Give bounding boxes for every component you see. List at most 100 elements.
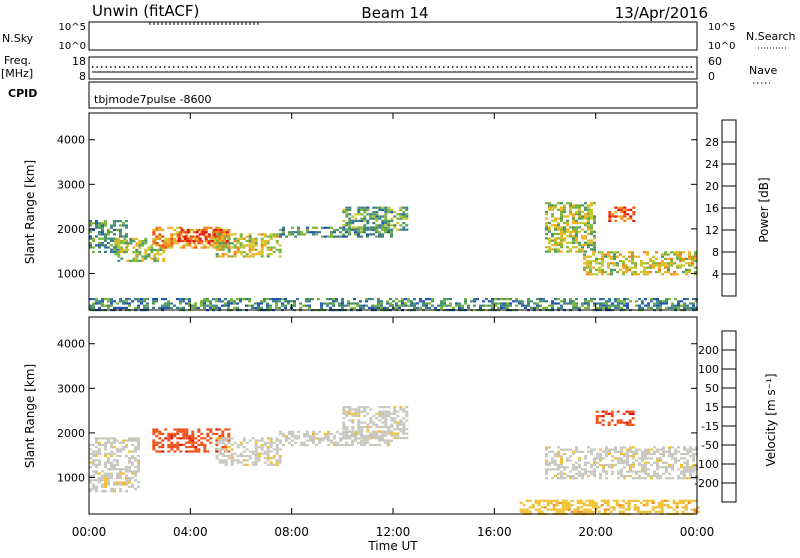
- data-cell: [104, 485, 107, 488]
- data-cell: [116, 220, 119, 223]
- data-cell: [173, 446, 177, 449]
- data-cell: [599, 306, 602, 309]
- data-cell: [575, 246, 578, 249]
- data-cell: [224, 448, 228, 451]
- data-cell: [357, 441, 360, 444]
- data-cell: [236, 461, 240, 464]
- data-cell: [398, 306, 401, 309]
- data-cell: [345, 430, 348, 433]
- data-cell: [659, 474, 662, 478]
- data-cell: [366, 441, 369, 444]
- data-cell: [153, 255, 157, 258]
- data-cell: [381, 226, 385, 229]
- data-cell: [354, 219, 358, 222]
- data-cell: [248, 298, 251, 301]
- data-cell: [683, 470, 686, 473]
- data-cell: [629, 463, 632, 467]
- data-cell: [342, 417, 346, 420]
- data-cell: [584, 215, 587, 218]
- data-cell: [671, 446, 674, 449]
- data-cell: [545, 461, 548, 464]
- data-band: [89, 220, 128, 253]
- data-cell: [230, 246, 234, 249]
- data-cell: [617, 470, 620, 473]
- data-cell: [351, 443, 354, 447]
- data-cell: [633, 508, 637, 511]
- data-cell: [336, 430, 339, 433]
- data-cell: [278, 448, 282, 451]
- data-cell: [679, 260, 682, 263]
- data-cell: [113, 222, 116, 225]
- data-cell: [381, 233, 384, 236]
- data-cell: [248, 237, 252, 240]
- data-cell: [116, 439, 119, 442]
- data-cell: [137, 459, 140, 462]
- data-cell: [155, 428, 159, 431]
- data-cell: [616, 264, 619, 267]
- data-cell: [156, 259, 160, 262]
- velocity-data-layer: [89, 406, 700, 516]
- data-cell: [570, 504, 574, 507]
- data-cell: [248, 244, 252, 247]
- data-cell: [667, 264, 670, 267]
- data-cell: [345, 235, 348, 238]
- data-cell: [476, 298, 479, 301]
- nsearch-label: N.Search: [746, 30, 796, 43]
- data-cell: [596, 466, 599, 469]
- data-cell: [563, 302, 566, 305]
- data-cell: [566, 221, 569, 225]
- data-cell: [572, 474, 575, 478]
- data-cell: [664, 264, 667, 267]
- data-cell: [659, 448, 662, 451]
- data-cell: [377, 300, 380, 303]
- data-cell: [144, 237, 148, 240]
- data-cell: [671, 463, 674, 467]
- data-cell: [375, 423, 379, 426]
- data-cell: [381, 421, 385, 424]
- data-cell: [686, 450, 689, 453]
- data-cell: [587, 450, 590, 453]
- data-cell: [182, 437, 186, 440]
- data-cell: [572, 235, 575, 238]
- data-cell: [668, 452, 671, 456]
- data-cell: [98, 441, 101, 444]
- data-cell: [650, 298, 653, 301]
- data-cell: [396, 217, 400, 220]
- data-cell: [621, 504, 625, 507]
- data-cell: [528, 510, 532, 513]
- data-cell: [407, 300, 410, 303]
- data-cell: [152, 300, 155, 303]
- data-cell: [572, 246, 575, 249]
- data-cell: [119, 472, 122, 475]
- data-cell: [560, 300, 563, 303]
- data-cell: [402, 206, 406, 209]
- colorbar-frame: [721, 330, 737, 503]
- data-cell: [572, 215, 575, 218]
- colorbar-tick-label: 16: [705, 202, 719, 215]
- data-cell: [401, 300, 404, 303]
- data-cell: [693, 508, 697, 511]
- data-cell: [593, 217, 596, 220]
- data-cell: [162, 248, 166, 251]
- data-cell: [584, 455, 587, 458]
- data-cell: [635, 300, 638, 303]
- data-cell: [555, 504, 559, 507]
- data-cell: [458, 302, 461, 305]
- data-cell: [372, 432, 375, 436]
- data-cell: [554, 474, 557, 478]
- data-cell: [694, 260, 697, 263]
- data-cell: [206, 300, 209, 303]
- data-cell: [89, 224, 92, 227]
- data-cell: [671, 455, 674, 458]
- data-cell: [218, 235, 222, 238]
- data-cell: [242, 255, 246, 258]
- data-cell: [351, 439, 354, 442]
- data-cell: [129, 240, 133, 243]
- data-cell: [275, 239, 279, 243]
- data-cell: [227, 446, 231, 449]
- data-cell: [182, 435, 186, 438]
- data-cell: [330, 441, 333, 444]
- data-cell: [607, 253, 610, 256]
- data-cell: [560, 239, 563, 242]
